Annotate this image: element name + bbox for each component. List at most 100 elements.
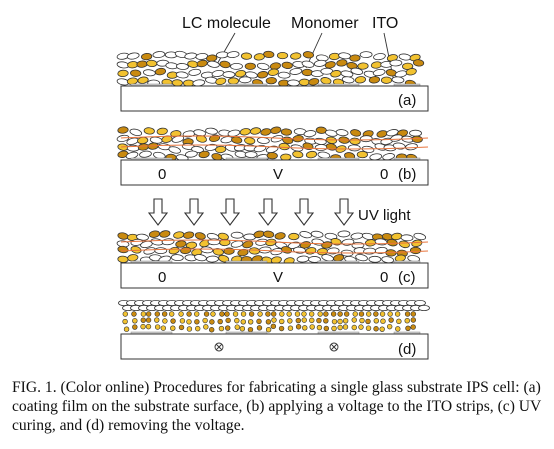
lc-molecule xyxy=(400,234,414,242)
polymer-bead xyxy=(278,325,285,332)
electrode-mid-b: V xyxy=(273,166,283,183)
monomer xyxy=(180,246,192,255)
polymer-bead xyxy=(186,319,192,325)
lc-molecule xyxy=(308,256,321,263)
polymer-bead xyxy=(358,311,365,317)
monomer xyxy=(185,241,198,249)
polymer-bead xyxy=(316,324,323,331)
polymer-bead xyxy=(295,317,302,324)
lc-molecule xyxy=(176,63,189,70)
lc-molecule xyxy=(168,146,181,154)
lc-molecule xyxy=(194,254,207,262)
monomer xyxy=(288,232,300,241)
lc-molecule xyxy=(175,71,189,79)
monomer xyxy=(248,247,261,255)
lc-molecule xyxy=(154,247,168,255)
lc-molecule xyxy=(184,150,198,158)
monomer xyxy=(219,238,231,247)
lc-molecule xyxy=(161,238,175,246)
monomer xyxy=(354,76,367,84)
polymer-bead xyxy=(178,311,184,317)
uv-arrow xyxy=(183,198,205,226)
monomer xyxy=(276,51,289,60)
monomer xyxy=(194,232,206,240)
monomer xyxy=(320,77,332,85)
polymer-bead xyxy=(410,317,417,323)
monomer xyxy=(263,50,275,59)
lc-molecule xyxy=(277,71,291,79)
polymer-bead xyxy=(316,317,322,324)
lc-molecule xyxy=(314,137,327,145)
lc-molecule xyxy=(230,240,244,248)
lc-molecule xyxy=(215,51,229,59)
monomer xyxy=(156,127,168,136)
monomer xyxy=(263,230,275,238)
polymer-bead xyxy=(295,324,302,330)
panel-b: 0 V 0 (b) xyxy=(116,126,429,186)
polymer-bead xyxy=(265,319,272,325)
monomer xyxy=(137,76,149,84)
monomer xyxy=(270,126,282,134)
lc-molecule xyxy=(188,68,202,76)
polymer-bead xyxy=(186,326,193,332)
monomer xyxy=(305,150,318,159)
monomer xyxy=(336,59,348,67)
panel-tag-d: (d) xyxy=(398,341,416,358)
lc-molecule xyxy=(381,256,395,264)
molecule-layer-c xyxy=(116,230,429,265)
polymer-bead xyxy=(386,323,393,330)
monomer xyxy=(183,79,195,87)
molecule-layer-b xyxy=(116,126,429,162)
lc-molecule xyxy=(192,79,206,87)
uv-arrow xyxy=(333,198,355,226)
polymer-bead xyxy=(218,325,225,332)
lc-molecule xyxy=(299,231,312,239)
monomer xyxy=(117,232,129,240)
polymer-bead xyxy=(154,317,160,323)
polymer-bead xyxy=(179,318,186,324)
monomer xyxy=(223,247,235,255)
lc-molecule xyxy=(256,62,270,70)
monomer xyxy=(266,152,278,160)
polymer-bead xyxy=(194,325,201,332)
lc-molecule xyxy=(230,62,243,70)
electrode-mid-c: V xyxy=(273,269,283,286)
lc-molecule xyxy=(324,232,338,240)
monomer xyxy=(143,127,155,135)
monomer xyxy=(380,76,393,84)
polymer-bead xyxy=(122,318,128,325)
electrode-right-b: 0 xyxy=(380,166,388,183)
polymer-bead xyxy=(154,324,161,330)
lc-molecule xyxy=(200,246,214,254)
lc-molecule xyxy=(244,151,258,158)
polymer-bead xyxy=(301,311,307,317)
lc-molecule xyxy=(313,59,327,67)
monomer xyxy=(411,135,423,143)
polymer-bead xyxy=(404,311,411,317)
polymer-bead xyxy=(247,319,254,325)
lc-molecule xyxy=(301,60,315,68)
polymer-bead xyxy=(169,311,175,317)
polymer-bead xyxy=(286,311,292,317)
lc-molecule xyxy=(253,144,267,153)
polymer-bead xyxy=(194,319,200,325)
polymer-bead xyxy=(271,311,277,317)
polymer-bead xyxy=(358,324,364,330)
lc-molecule xyxy=(222,71,236,78)
polymer-bead xyxy=(331,318,338,325)
lc-molecule xyxy=(170,254,184,262)
polymer-bead xyxy=(330,311,337,317)
polymer-bead xyxy=(279,311,285,317)
field-line xyxy=(120,144,429,150)
monomer xyxy=(231,136,243,144)
monomer xyxy=(209,134,221,142)
monomer xyxy=(148,230,161,238)
lc-molecule xyxy=(368,255,382,263)
monomer xyxy=(368,76,381,84)
polymer-bead xyxy=(405,325,411,332)
polymer-bead xyxy=(132,324,138,330)
lc-molecule xyxy=(359,51,373,59)
monomer xyxy=(215,145,227,154)
ito-label: ITO xyxy=(372,15,398,32)
panel-tag-b: (b) xyxy=(398,166,416,183)
